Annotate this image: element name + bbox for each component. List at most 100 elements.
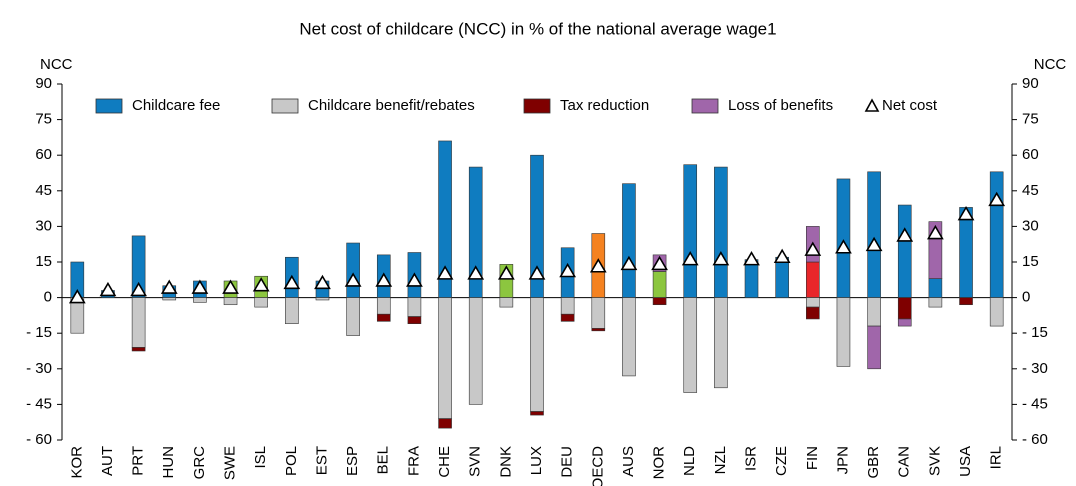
net-cost-marker [988,191,1006,207]
legend-swatch [95,98,123,114]
bar-segment [560,297,575,315]
bar-segment [622,297,636,377]
x-tick-label: DNK [497,446,514,478]
bar-segment [652,297,667,306]
x-tick-label: NOR [651,446,668,480]
bar-segment [438,418,452,429]
x-tick-label: GRC [191,446,208,480]
x-tick-label: POL [283,446,300,476]
legend-label: Loss of benefits [728,97,833,114]
x-tick-label: USA [957,446,974,477]
net-cost-marker [957,205,975,221]
bar-segment [806,297,820,308]
bar-segment [897,297,912,320]
y2-tick-label: 75 [1022,111,1039,128]
y-tick-label: 75 [35,111,52,128]
legend-label: Tax reduction [560,97,649,114]
net-cost-marker [406,272,423,287]
bar-segment [315,297,330,301]
net-cost-marker [436,265,454,280]
bar-segment [162,297,177,301]
y2-tick-label: 90 [1022,75,1039,92]
bar-segment [530,297,544,412]
x-tick-label: ISR [742,446,759,471]
bar-segment [131,297,146,348]
net-cost-marker [926,224,944,240]
bar-segment [928,297,943,308]
legend-label: Childcare fee [132,97,220,114]
legend-label: Childcare benefit/rebates [308,97,475,114]
x-tick-label: GBR [865,446,882,479]
bar-segment [836,297,851,367]
net-cost-marker [222,279,239,294]
bar-segment [193,297,207,303]
x-tick-label: PRT [130,446,147,476]
bar-segment [131,347,146,352]
bar-segment [775,256,789,298]
x-tick-label: EST [313,446,330,475]
y2-tick-label: - 60 [1022,431,1048,448]
x-tick-label: CAN [896,446,913,478]
y-tick-label: 60 [35,146,52,163]
bar-segment [806,261,820,298]
y2-tick-label: 30 [1022,217,1039,234]
y2-tick-label: - 45 [1022,395,1048,412]
bar-segment [376,313,391,322]
x-tick-label: IRL [988,446,1005,469]
x-tick-label: AUT [99,446,116,476]
net-cost-marker [712,251,730,266]
bar-segment [591,328,606,332]
net-cost-marker [835,239,852,254]
net-cost-marker [620,255,638,271]
net-cost-marker [651,255,668,271]
x-tick-label: LUX [528,446,545,475]
x-tick-label: HUN [160,446,177,479]
net-cost-marker [773,248,791,264]
x-tick-label: NZL [712,446,729,474]
y-tick-label: - 30 [26,360,52,377]
y2-tick-label: 45 [1022,182,1039,199]
bar-segment [438,297,452,419]
net-cost-marker [681,251,699,266]
net-cost-marker [896,227,914,242]
x-tick-label: OECD [589,446,606,486]
x-tick-label: SWE [222,446,239,480]
bar-segment [683,297,698,393]
net-cost-marker [344,272,362,287]
bar-segment [806,306,820,320]
x-tick-label: FRA [405,446,422,476]
net-cost-marker [130,281,148,297]
bar-segment [959,207,973,298]
x-tick-label: BEL [375,446,392,474]
x-tick-label: ISL [252,446,269,469]
bar-segment [530,411,544,416]
bar-segment [468,297,483,405]
bar-segment [622,183,636,298]
bar-segment [836,178,851,298]
y2-tick-label: - 30 [1022,360,1048,377]
net-cost-marker [68,289,86,304]
x-tick-label: SVK [926,446,943,476]
net-cost-marker [283,274,301,290]
bar-segment [683,164,698,298]
bar-segment [407,316,422,325]
net-cost-marker [865,236,883,252]
x-tick-label: AUS [620,446,637,477]
legend-swatch [271,98,299,114]
net-cost-marker [191,279,209,294]
net-cost-marker [528,265,546,280]
bar-segment [652,271,667,298]
y-tick-label: 0 [44,289,52,306]
y2-axis-label: NCC [1034,56,1067,73]
bar-segment [499,297,514,308]
bar-segment [285,297,299,325]
bar-segment [346,242,360,298]
net-cost-marker [743,251,760,266]
x-tick-label: ESP [344,446,361,476]
y-tick-label: - 60 [26,431,52,448]
bar-segment [989,171,1004,298]
bar-segment [897,204,912,298]
net-cost-marker [252,277,270,292]
bar-segment [989,297,1004,327]
net-cost-marker [804,241,822,256]
